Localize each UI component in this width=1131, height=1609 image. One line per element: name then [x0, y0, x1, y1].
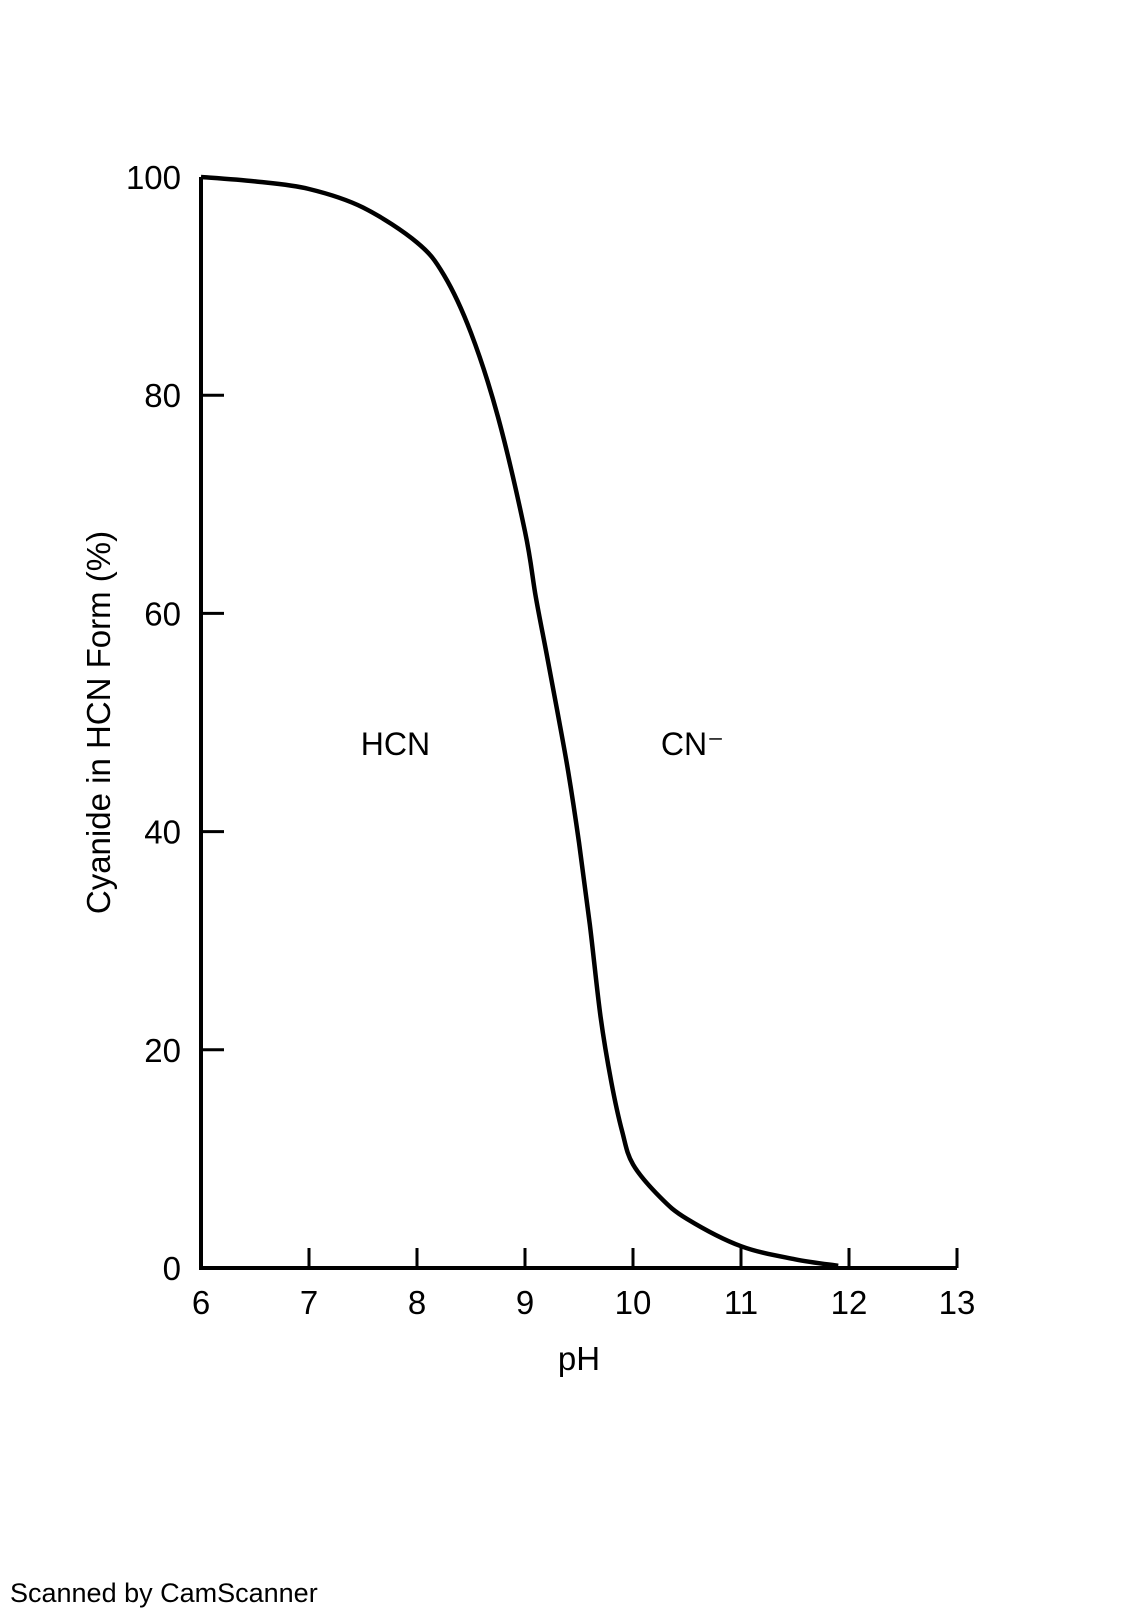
y-axis-title: Cyanide in HCN Form (%)	[80, 531, 117, 914]
axes	[199, 177, 957, 1270]
y-tick-label: 100	[126, 159, 181, 196]
series	[200, 174, 839, 1269]
labels: HCN CN⁻	[361, 726, 724, 762]
hcn-fraction-curve	[200, 174, 839, 1269]
y-tick-label: 40	[144, 814, 181, 851]
x-tick-label: 9	[516, 1284, 534, 1321]
ticks: 6 7 8 9 10 11 12 13 0 20 40 60 80 100	[126, 159, 975, 1321]
x-tick-label: 6	[192, 1284, 210, 1321]
x-tick-label: 12	[831, 1284, 868, 1321]
scanner-footer: Scanned by CamScanner	[10, 1578, 318, 1608]
x-axis-title: pH	[558, 1340, 600, 1377]
x-tick-label: 10	[615, 1284, 652, 1321]
y-tick-label: 80	[144, 377, 181, 414]
x-tick-label: 7	[300, 1284, 318, 1321]
region-label-hcn: HCN	[361, 726, 430, 762]
y-tick-label: 60	[144, 595, 181, 632]
y-tick-label: 20	[144, 1032, 181, 1069]
x-tick-label: 8	[408, 1284, 426, 1321]
x-tick-label: 11	[724, 1284, 758, 1321]
x-tick-label: 13	[939, 1284, 976, 1321]
y-tick-label: 0	[163, 1250, 181, 1287]
region-label-cn: CN⁻	[661, 726, 724, 762]
